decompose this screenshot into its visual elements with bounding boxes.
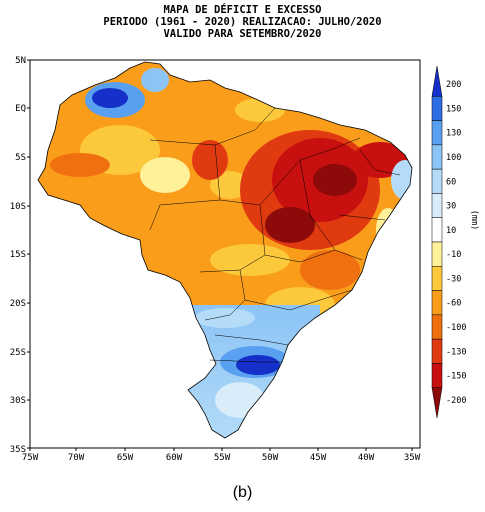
lon-label-35w: 35W <box>404 453 421 463</box>
colorbar-swatch <box>431 65 443 97</box>
lon-label-40w: 40W <box>358 453 375 463</box>
colorbar-swatch <box>431 338 443 364</box>
colorbar-tick-label: -150 <box>446 372 466 382</box>
lat-label-5n: 5N <box>15 56 26 66</box>
colorbar-tick-label: 150 <box>446 104 461 114</box>
lon-ticks <box>29 448 413 451</box>
lon-label-65w: 65W <box>117 453 134 463</box>
colorbar-swatch <box>431 314 443 340</box>
colorbar-swatch <box>431 266 443 291</box>
colorbar-tick-label: 10 <box>446 226 456 236</box>
lat-label-25s: 25S <box>10 348 26 358</box>
colorbar-tick-label: -100 <box>446 323 466 333</box>
lat-tick-labels: 5N EQ 5S 10S 15S 20S 25S 30S 35S <box>10 56 26 455</box>
colorbar-tick-label: 200 <box>446 80 461 90</box>
colorbar: 200 150 130 100 60 30 10 -10 -30 -60 -100 -130 -150 -… <box>431 65 479 419</box>
colorbar-tick-label: -130 <box>446 347 466 357</box>
lon-label-50w: 50W <box>262 453 279 463</box>
colorbar-tick-label: 30 <box>446 202 456 212</box>
lon-label-75w: 75W <box>22 453 39 463</box>
colorbar-tick-label: -30 <box>446 274 461 284</box>
state-borders <box>149 107 401 363</box>
lat-label-10s: 10S <box>10 202 26 212</box>
colorbar-swatch <box>431 168 443 194</box>
lon-label-60w: 60W <box>166 453 183 463</box>
title-line-1: MAPA DE DÉFICIT E EXCESSO <box>163 4 322 16</box>
brazil-outline <box>37 61 413 439</box>
colorbar-tick-label: -200 <box>446 396 466 406</box>
colorbar-swatch <box>431 217 443 243</box>
colorbar-tick-label: -10 <box>446 250 461 260</box>
lon-label-45w: 45W <box>310 453 327 463</box>
lat-label-15s: 15S <box>10 250 26 260</box>
colorbar-tick-label: 100 <box>446 153 461 163</box>
lat-label-30s: 30S <box>10 396 26 406</box>
colorbar-swatch <box>431 387 443 419</box>
map-title: MAPA DE DÉFICIT E EXCESSO PERIODO (1961 … <box>0 4 485 40</box>
lat-label-eq: EQ <box>15 104 26 114</box>
lon-tick-labels: 75W 70W 65W 60W 55W 50W 45W 40W 35W <box>22 453 421 463</box>
title-line-3: VALIDO PARA SETEMBRO/2020 <box>163 28 322 40</box>
colorbar-tick-label: -60 <box>446 299 461 309</box>
colorbar-swatch <box>431 193 443 218</box>
lon-label-70w: 70W <box>68 453 85 463</box>
lat-label-20s: 20S <box>10 299 26 309</box>
colorbar-swatch <box>431 241 443 267</box>
colorbar-swatch <box>431 144 443 170</box>
colorbar-swatches <box>431 65 443 419</box>
lon-label-55w: 55W <box>214 453 231 463</box>
colorbar-swatch <box>431 290 443 316</box>
lat-ticks <box>27 59 30 449</box>
title-line-2: PERIODO (1961 - 2020) REALIZACAO: JULHO/… <box>103 16 382 28</box>
colorbar-tick-labels: 200 150 130 100 60 30 10 -10 -30 -60 -100 -130 -150 -… <box>446 80 466 406</box>
colorbar-swatch <box>431 363 443 388</box>
figure-caption: (b) <box>232 484 253 501</box>
lat-label-35s: 35S <box>10 445 26 455</box>
colorbar-unit: (mm) <box>469 210 479 230</box>
lat-label-5s: 5S <box>15 153 26 163</box>
colorbar-tick-label: 130 <box>446 129 461 139</box>
colorbar-swatch <box>431 120 443 146</box>
colorbar-tick-label: 60 <box>446 177 456 187</box>
colorbar-swatch <box>431 96 443 121</box>
